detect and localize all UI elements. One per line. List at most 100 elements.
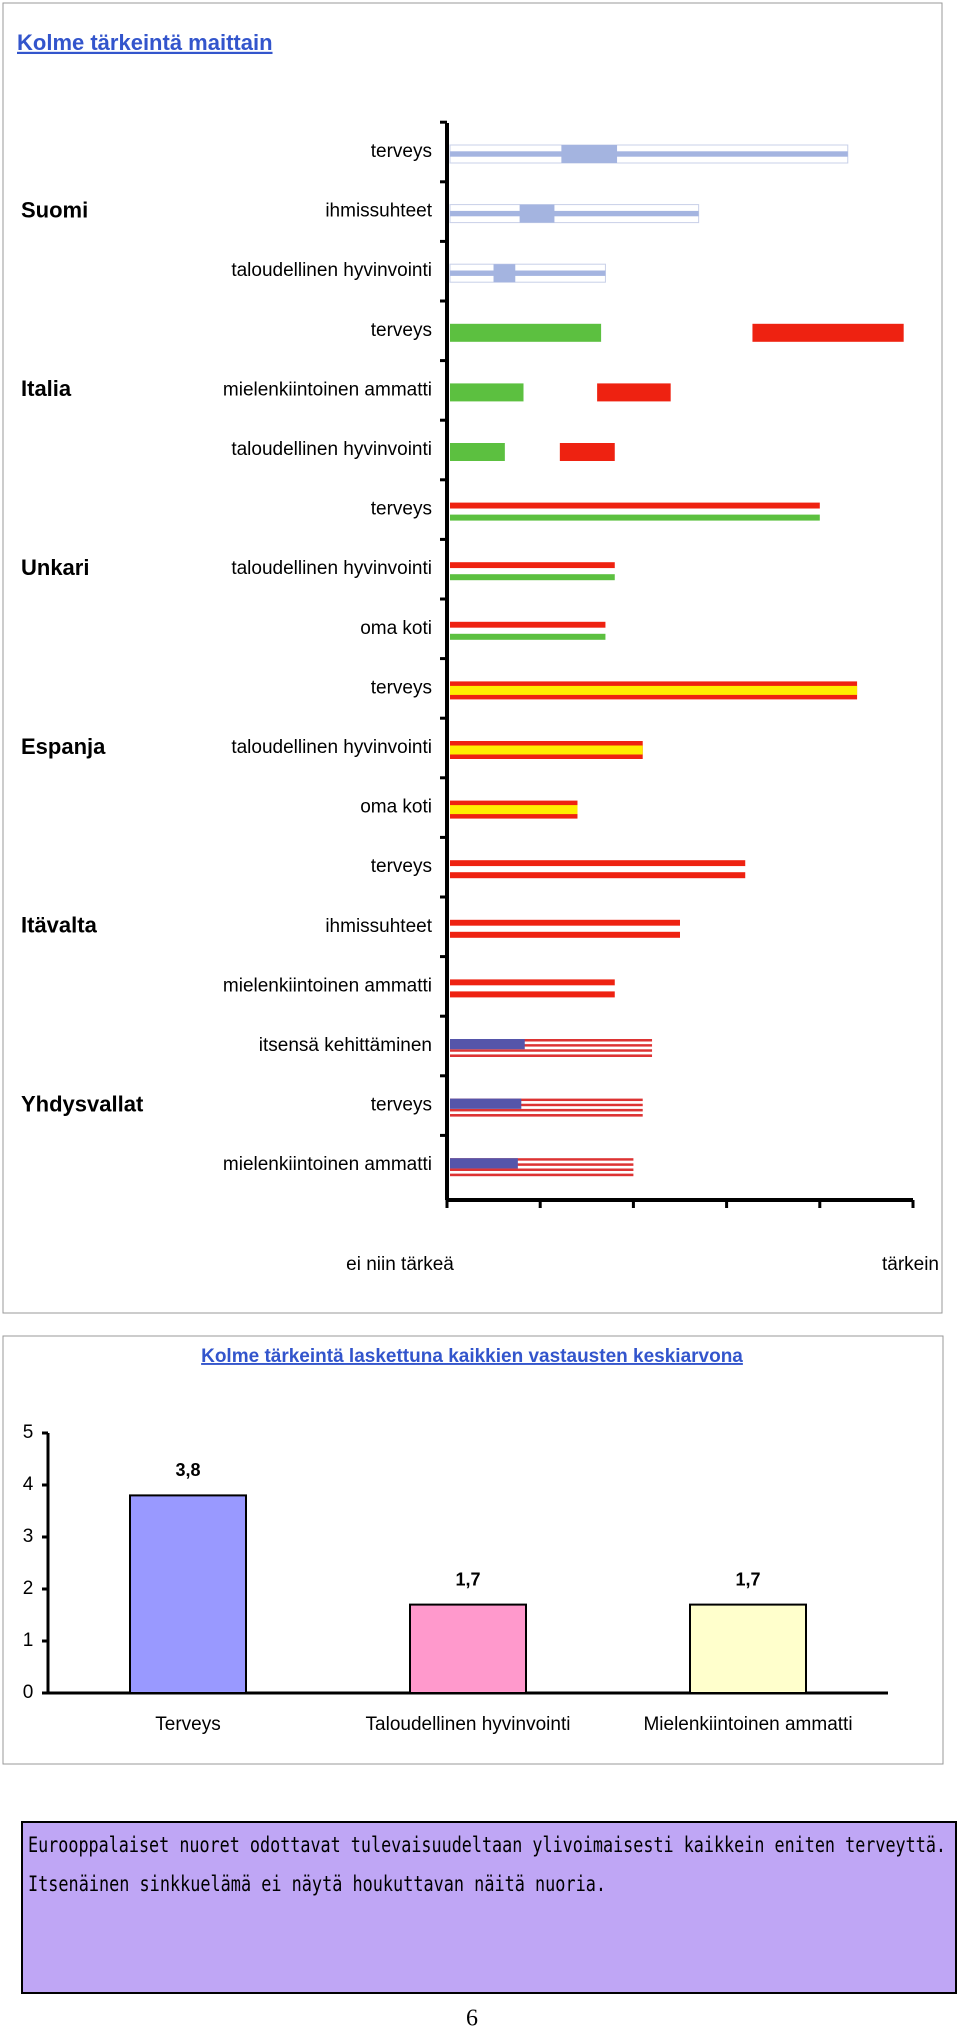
category-label: oma koti: [360, 618, 432, 639]
flag-stripe: [450, 985, 615, 992]
category-label: terveys: [371, 1095, 432, 1116]
flag-stripe: [450, 1101, 643, 1104]
flag-stripe: [450, 562, 615, 569]
flag-stripe: [450, 568, 615, 575]
flag-stripe: [450, 1173, 634, 1177]
flag-stripe: [450, 860, 746, 867]
category-label: taloudellinen hyvinvointi: [231, 737, 432, 758]
x-tick-label: Mielenkiintoinen ammatti: [643, 1714, 852, 1735]
flag-stripe: [450, 1103, 643, 1107]
flag-stripe: [450, 1041, 653, 1045]
flag-stripe: [601, 323, 753, 342]
category-label: oma koti: [360, 797, 432, 818]
page-number: 6: [466, 2006, 478, 2032]
flag-stripe: [450, 872, 746, 879]
chart-title: Kolme tärkeintä maittain: [17, 30, 273, 55]
flag-stripe: [450, 1111, 643, 1115]
flag-stripe: [523, 383, 598, 402]
category-label: mielenkiintoinen ammatti: [223, 379, 432, 400]
flag-stripe: [450, 745, 643, 755]
category-label: taloudellinen hyvinvointi: [231, 260, 432, 281]
flag-stripe: [450, 1049, 653, 1052]
group-label: Suomi: [21, 197, 88, 222]
flag-stripe: [450, 502, 820, 509]
flag-stripe: [597, 383, 671, 402]
flag-cross: [450, 210, 699, 217]
category-label: terveys: [371, 677, 432, 698]
bar: [450, 562, 615, 581]
flag-stripe: [450, 1158, 634, 1161]
bar: [450, 741, 643, 759]
flag-stripe: [450, 1039, 653, 1042]
flag-stripe: [450, 1044, 653, 1047]
flag-stripe: [450, 685, 858, 695]
category-label: terveys: [371, 320, 432, 341]
flag-stripe: [450, 1165, 634, 1169]
chart-title: Kolme tärkeintä laskettuna kaikkien vast…: [201, 1346, 743, 1367]
flag-stripe: [504, 443, 560, 461]
group-label: Itävalta: [21, 913, 98, 938]
axis-max-label: tärkein: [882, 1254, 939, 1275]
category-label: terveys: [371, 499, 432, 520]
bar: [449, 144, 849, 164]
flag-cross: [450, 151, 848, 157]
flag-stripe: [450, 1054, 653, 1057]
y-tick-label: 0: [23, 1682, 34, 1703]
bar: [689, 1603, 807, 1694]
bar: [450, 979, 615, 998]
bar: [449, 263, 606, 283]
category-label: mielenkiintoinen ammatti: [223, 1154, 432, 1175]
flag-stripe: [450, 1051, 653, 1055]
flag-stripe: [450, 1163, 634, 1166]
flag-stripe: [450, 805, 578, 815]
bar: [450, 1098, 643, 1117]
group-label: Yhdysvallat: [21, 1091, 144, 1116]
bar: [450, 919, 680, 938]
group-label: Italia: [21, 376, 72, 401]
flag-cross: [450, 270, 606, 276]
flag-stripe: [559, 443, 615, 461]
flag-cross: [493, 264, 516, 283]
flag-canton: [450, 1098, 522, 1109]
flag-stripe: [450, 323, 602, 342]
value-label: 1,7: [735, 1569, 760, 1589]
bar: [450, 502, 820, 521]
flag-canton: [450, 1158, 518, 1169]
y-tick-label: 3: [23, 1526, 34, 1547]
flag-stripe: [450, 1168, 634, 1172]
flag-stripe: [450, 1046, 653, 1050]
y-tick-label: 4: [23, 1474, 34, 1495]
bar: [450, 1039, 653, 1057]
bar: [450, 1158, 634, 1177]
category-label: taloudellinen hyvinvointi: [231, 558, 432, 579]
flag-stripe: [450, 508, 820, 515]
flag-stripe: [450, 443, 505, 461]
flag-stripe: [450, 1160, 634, 1164]
flag-stripe: [450, 1106, 643, 1109]
category-label: ihmissuhteet: [325, 201, 432, 222]
flag-cross: [519, 204, 555, 223]
y-tick-label: 2: [23, 1578, 34, 1599]
x-tick-label: Taloudellinen hyvinvointi: [366, 1714, 571, 1735]
flag-stripe: [450, 1108, 643, 1112]
category-label: terveys: [371, 856, 432, 877]
flag-canton: [450, 1039, 525, 1050]
category-label: taloudellinen hyvinvointi: [231, 439, 432, 460]
caption-line: Eurooppalaiset nuoret odottavat tulevais…: [28, 1833, 946, 1857]
bar: [450, 383, 671, 402]
caption-box: [21, 1821, 957, 1994]
flag-stripe: [450, 514, 820, 521]
value-label: 1,7: [455, 1569, 480, 1589]
bar: [450, 621, 606, 640]
flag-stripe: [450, 1114, 643, 1117]
flag-stripe: [450, 1098, 643, 1102]
category-label: ihmissuhteet: [325, 916, 432, 937]
y-tick-label: 5: [23, 1422, 34, 1443]
flag-stripe: [450, 866, 746, 873]
flag-cross: [561, 145, 618, 163]
bar: [409, 1603, 527, 1694]
bar: [450, 443, 615, 461]
flag-stripe: [450, 633, 606, 640]
bar: [129, 1494, 247, 1695]
flag-stripe: [450, 383, 524, 402]
